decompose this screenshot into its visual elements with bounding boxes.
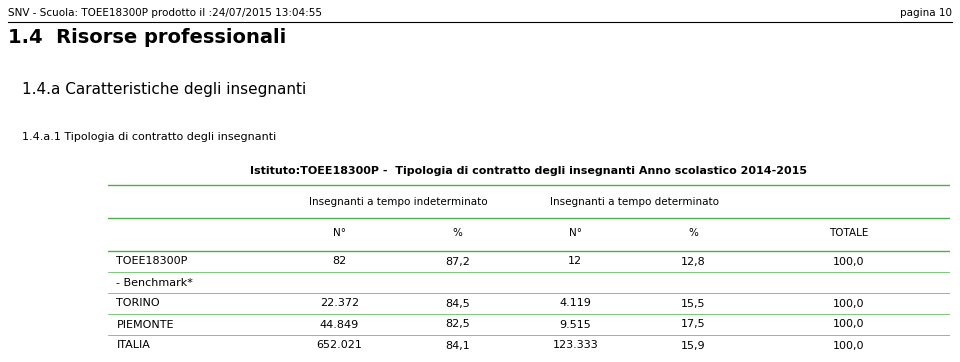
Text: pagina 10: pagina 10 <box>900 8 952 18</box>
Text: 87,2: 87,2 <box>445 257 469 266</box>
Text: 4.119: 4.119 <box>560 299 591 308</box>
Text: 100,0: 100,0 <box>833 341 865 350</box>
Text: 100,0: 100,0 <box>833 320 865 329</box>
Text: 1.4.a.1 Tipologia di contratto degli insegnanti: 1.4.a.1 Tipologia di contratto degli ins… <box>22 132 276 142</box>
Text: 82,5: 82,5 <box>445 320 469 329</box>
Text: 84,1: 84,1 <box>445 341 469 350</box>
Text: 12,8: 12,8 <box>681 257 706 266</box>
Text: TOTALE: TOTALE <box>829 228 869 238</box>
Text: TORINO: TORINO <box>116 299 160 308</box>
Text: - Benchmark*: - Benchmark* <box>116 278 193 287</box>
Text: %: % <box>452 228 463 238</box>
Text: Insegnanti a tempo indeterminato: Insegnanti a tempo indeterminato <box>309 197 488 207</box>
Text: 84,5: 84,5 <box>445 299 469 308</box>
Text: 100,0: 100,0 <box>833 299 865 308</box>
Text: 100,0: 100,0 <box>833 257 865 266</box>
Text: 1.4  Risorse professionali: 1.4 Risorse professionali <box>8 28 286 47</box>
Text: ITALIA: ITALIA <box>116 341 151 350</box>
Text: Insegnanti a tempo determinato: Insegnanti a tempo determinato <box>550 197 719 207</box>
Text: 9.515: 9.515 <box>560 320 591 329</box>
Text: N°: N° <box>569 228 582 238</box>
Text: SNV - Scuola: TOEE18300P prodotto il :24/07/2015 13:04:55: SNV - Scuola: TOEE18300P prodotto il :24… <box>8 8 322 18</box>
Text: 123.333: 123.333 <box>552 341 598 350</box>
Text: TOEE18300P: TOEE18300P <box>116 257 188 266</box>
Text: Istituto:TOEE18300P -  Tipologia di contratto degli insegnanti Anno scolastico 2: Istituto:TOEE18300P - Tipologia di contr… <box>251 166 807 176</box>
Text: PIEMONTE: PIEMONTE <box>116 320 174 329</box>
Text: 652.021: 652.021 <box>317 341 363 350</box>
Text: N°: N° <box>333 228 346 238</box>
Text: 15,5: 15,5 <box>681 299 706 308</box>
Text: 1.4.a Caratteristiche degli insegnanti: 1.4.a Caratteristiche degli insegnanti <box>22 82 306 97</box>
Text: 82: 82 <box>332 257 347 266</box>
Text: %: % <box>688 228 698 238</box>
Text: 22.372: 22.372 <box>320 299 359 308</box>
Text: 17,5: 17,5 <box>681 320 706 329</box>
Text: 44.849: 44.849 <box>320 320 359 329</box>
Text: 15,9: 15,9 <box>681 341 706 350</box>
Text: 12: 12 <box>568 257 583 266</box>
